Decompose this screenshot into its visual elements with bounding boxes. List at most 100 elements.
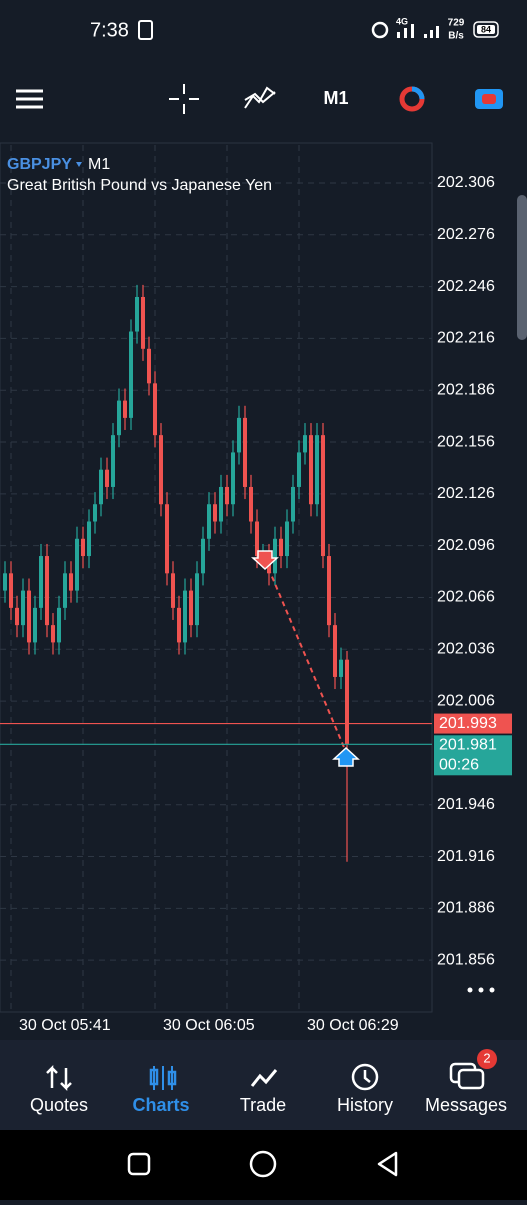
candle-body xyxy=(99,469,103,505)
countdown: 00:26 xyxy=(439,757,479,774)
candle-body xyxy=(225,486,229,505)
candle-body xyxy=(111,435,115,487)
y-tick-label: 202.156 xyxy=(437,433,495,450)
candle-body xyxy=(39,556,43,608)
nav-item[interactable]: Charts xyxy=(132,1095,189,1115)
candle-body xyxy=(87,521,91,557)
battery-outline xyxy=(473,21,499,38)
y-tick-label: 202.036 xyxy=(437,641,495,658)
y-tick-label: 201.946 xyxy=(437,796,495,813)
y-tick-label: 202.276 xyxy=(437,226,495,243)
clock: 7:38 xyxy=(90,19,129,41)
candle-body xyxy=(153,383,157,436)
buy-marker[interactable] xyxy=(332,746,360,767)
recents-button[interactable] xyxy=(127,1152,151,1176)
candle-body xyxy=(9,573,13,608)
bid-label-bg xyxy=(434,735,512,776)
battery-level: 84 xyxy=(481,24,491,34)
bid-label: 201.981 xyxy=(439,737,497,754)
y-tick-label: 202.066 xyxy=(437,589,495,606)
candle-body xyxy=(177,607,181,643)
grid: 202.306 202.276 202.246 202.216 202.186 202.1… xyxy=(0,145,495,1034)
x-tick-label: 30 Oct 06:05 xyxy=(163,1017,255,1034)
candle-body xyxy=(159,435,163,505)
more-button[interactable] xyxy=(467,987,495,993)
y-tick-label: 201.886 xyxy=(437,900,495,917)
candle-body xyxy=(207,504,211,539)
history-icon xyxy=(351,1063,379,1091)
home-button[interactable] xyxy=(249,1150,277,1178)
dot xyxy=(489,987,495,993)
candle-body xyxy=(237,417,241,453)
dot xyxy=(467,987,473,993)
sell-marker[interactable] xyxy=(251,550,279,571)
symbol[interactable]: GBPJPY xyxy=(7,156,72,173)
side-handle[interactable] xyxy=(517,195,527,340)
candle-body xyxy=(285,521,289,557)
candle-body xyxy=(273,538,277,574)
nav-item[interactable]: Trade xyxy=(240,1095,286,1115)
ask-label: 201.993 xyxy=(439,715,497,732)
candle-body xyxy=(81,538,85,557)
candle-body xyxy=(213,504,217,522)
bottom-nav xyxy=(0,1040,527,1130)
candle-body xyxy=(69,573,73,591)
y-tick-label: 202.006 xyxy=(437,692,495,709)
badge-count: 2 xyxy=(483,1050,490,1065)
trade-line xyxy=(264,559,347,753)
candle-body xyxy=(345,659,349,745)
nav-item[interactable]: Messages xyxy=(425,1095,507,1115)
messages-icon-part xyxy=(457,1068,485,1090)
menu-button[interactable] xyxy=(16,89,43,109)
y-tick-label: 202.186 xyxy=(437,381,495,398)
candle-body xyxy=(165,504,169,574)
candle-body xyxy=(279,538,283,557)
system-nav xyxy=(0,1130,527,1200)
nav-labels: Quotes Charts Trade History Messages xyxy=(30,1095,507,1115)
timeframe-button[interactable]: M1 xyxy=(323,88,348,108)
charts-icon-part xyxy=(149,1068,159,1086)
candle-body xyxy=(249,486,253,522)
history-hands xyxy=(363,1070,371,1083)
charts-icon-part xyxy=(167,1070,177,1086)
signal-icon xyxy=(397,24,439,38)
candle-body xyxy=(117,400,121,436)
candle-body xyxy=(3,573,7,591)
battery-fill xyxy=(477,25,495,34)
candle-body xyxy=(315,435,319,505)
candle-body xyxy=(309,435,313,505)
candle-body xyxy=(63,573,67,608)
candle-body xyxy=(339,659,343,677)
candle-body xyxy=(75,538,79,591)
back-button[interactable] xyxy=(377,1151,398,1177)
net-speed: 729 xyxy=(448,18,465,29)
network: 4G xyxy=(396,16,408,26)
candle-body xyxy=(255,521,259,557)
x-tick-label: 30 Oct 05:41 xyxy=(19,1017,111,1034)
nav-item[interactable]: Quotes xyxy=(30,1095,88,1115)
crosshair-button[interactable] xyxy=(169,84,199,114)
symbol-dropdown[interactable] xyxy=(76,162,82,167)
nav-item[interactable]: History xyxy=(337,1095,393,1115)
candle-body xyxy=(219,486,223,522)
alarm-icon xyxy=(371,21,389,39)
candle-body xyxy=(327,556,331,626)
candle-body xyxy=(243,417,247,487)
overlay: 201.993 201.981 00:26 xyxy=(0,550,512,776)
candle-body xyxy=(231,452,235,505)
trade-icon xyxy=(250,1069,278,1087)
indicators-button[interactable] xyxy=(244,86,276,109)
candle-body xyxy=(333,625,337,677)
candle-body xyxy=(15,607,19,626)
candle-body xyxy=(33,607,37,643)
y-tick-label: 201.856 xyxy=(437,951,495,968)
objects-icon-part xyxy=(411,86,425,100)
candle-body xyxy=(135,296,139,332)
symbol-description: Great British Pound vs Japanese Yen xyxy=(7,177,272,194)
y-tick-label: 202.246 xyxy=(437,278,495,295)
badge xyxy=(477,1049,497,1069)
candle-body xyxy=(57,607,61,643)
candle-body xyxy=(171,573,175,608)
